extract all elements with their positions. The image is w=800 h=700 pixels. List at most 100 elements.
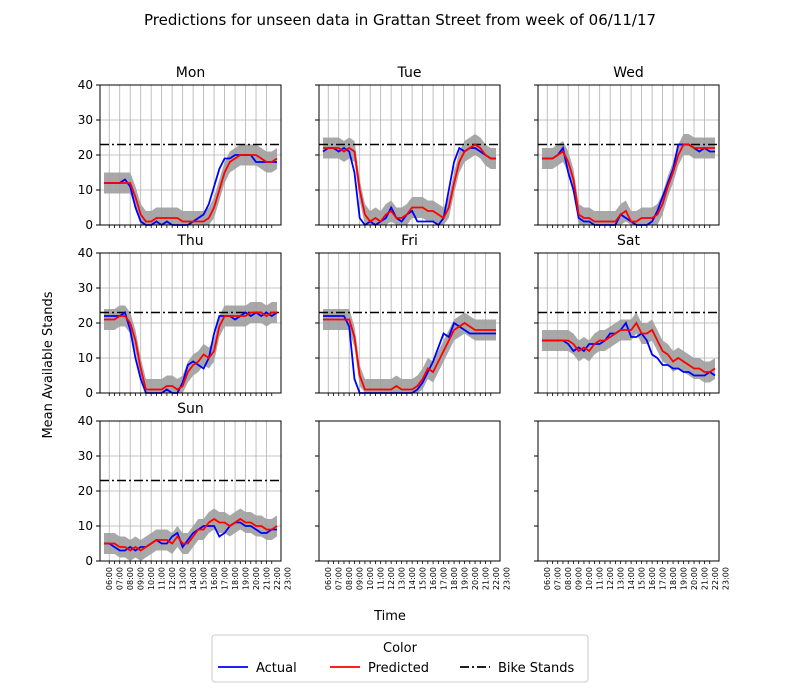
legend-title: Color (383, 641, 418, 656)
x-tick-label: 10:00 (147, 567, 156, 590)
y-tick-label: 10 (78, 183, 93, 197)
prediction-band (323, 309, 496, 393)
x-tick-label: 08:00 (345, 567, 354, 590)
x-tick-label: 07:00 (554, 567, 563, 590)
panel-title: Tue (397, 65, 422, 81)
x-tick-label: 18:00 (669, 567, 678, 590)
y-tick-label: 40 (78, 414, 93, 428)
predicted-line (104, 311, 277, 391)
prediction-band (104, 302, 277, 393)
x-tick-label: 08:00 (126, 567, 135, 590)
panel: Mon 0 10 20 30 40 (78, 65, 282, 232)
x-tick-label: 16:00 (648, 567, 657, 590)
x-tick-label: 13:00 (398, 567, 407, 590)
x-tick-label: 13:00 (179, 567, 188, 590)
y-tick-label: 0 (85, 554, 93, 568)
panel: 06:00 07:00 08:00 09:00 10:00 11:00 12:00 13:00… (315, 420, 511, 590)
x-tick-label: 12:00 (606, 567, 615, 590)
y-tick-label: 0 (85, 386, 93, 400)
x-tick-label: 22:00 (492, 567, 501, 590)
predicted-line (542, 143, 715, 223)
panel-title: Thu (176, 233, 203, 249)
x-tick-label: 16:00 (210, 567, 219, 590)
y-tick-label: 10 (78, 351, 93, 365)
x-tick-label: 07:00 (116, 567, 125, 590)
x-tick-label: 20:00 (690, 567, 699, 590)
chart-title: Predictions for unseen data in Grattan S… (144, 11, 656, 29)
predicted-line (104, 517, 278, 552)
x-tick-label: 19:00 (242, 567, 251, 590)
panel: 06:00 07:00 08:00 09:00 10:00 11:00 12:00 13:00… (534, 420, 730, 590)
x-tick-label: 06:00 (543, 567, 552, 590)
x-tick-label: 22:00 (711, 567, 720, 590)
x-tick-label: 22:00 (273, 567, 282, 590)
y-tick-label: 20 (78, 316, 93, 330)
y-tick-label: 30 (78, 449, 93, 463)
x-tick-label: 06:00 (105, 567, 114, 590)
x-tick-label: 09:00 (137, 567, 146, 590)
prediction-band (104, 144, 277, 225)
panel-grid: Mon 0 10 20 30 40 Tue Wed Thu 0 10 20 30 40 Fri Sat Sun 0… (78, 65, 731, 590)
x-tick-label: 21:00 (701, 567, 710, 590)
legend-label: Actual (256, 661, 297, 676)
prediction-band (542, 312, 715, 383)
y-tick-label: 30 (78, 281, 93, 295)
legend-label: Bike Stands (498, 661, 575, 676)
panel: Sat (534, 233, 720, 396)
x-tick-label: 23:00 (721, 567, 730, 590)
x-tick-label: 12:00 (387, 567, 396, 590)
x-tick-label: 14:00 (627, 567, 636, 590)
x-tick-label: 14:00 (189, 567, 198, 590)
x-tick-label: 21:00 (482, 567, 491, 590)
x-tick-label: 15:00 (419, 567, 428, 590)
legend-entry: Bike Stands (460, 661, 575, 676)
panel-title: Fri (401, 233, 418, 249)
x-tick-label: 16:00 (429, 567, 438, 590)
x-tick-label: 09:00 (356, 567, 365, 590)
legend: Color Actual Predicted Bike Stands (211, 634, 589, 683)
x-axis-label: Time (373, 609, 406, 624)
y-tick-label: 20 (78, 148, 93, 162)
x-tick-label: 18:00 (450, 567, 459, 590)
x-tick-label: 11:00 (596, 567, 605, 590)
x-tick-label: 10:00 (366, 567, 375, 590)
x-tick-label: 17:00 (221, 567, 230, 590)
panel-title: Mon (176, 65, 206, 81)
x-tick-label: 08:00 (564, 567, 573, 590)
predicted-line (542, 321, 716, 373)
y-tick-label: 20 (78, 484, 93, 498)
y-tick-label: 40 (78, 78, 93, 92)
prediction-band (104, 508, 277, 561)
x-tick-label: 06:00 (324, 567, 333, 590)
x-tick-label: 17:00 (440, 567, 449, 590)
x-tick-label: 07:00 (335, 567, 344, 590)
x-tick-label: 15:00 (200, 567, 209, 590)
x-tick-label: 20:00 (471, 567, 480, 590)
x-tick-label: 13:00 (617, 567, 626, 590)
panel-frame (537, 420, 720, 562)
x-tick-label: 21:00 (263, 567, 272, 590)
x-tick-label: 17:00 (659, 567, 668, 590)
x-tick-label: 11:00 (158, 567, 167, 590)
legend-box (211, 634, 589, 683)
legend-entry: Predicted (330, 661, 429, 676)
legend-entry: Actual (218, 661, 297, 676)
prediction-band (542, 134, 715, 225)
y-tick-label: 30 (78, 113, 93, 127)
x-tick-label: 19:00 (461, 567, 470, 590)
predicted-line (104, 154, 278, 223)
x-tick-label: 23:00 (283, 567, 292, 590)
panel: Sun 0 10 20 30 40 06:00 07:00 08:00 09:00 10:00 11:… (78, 401, 293, 590)
predicted-line (323, 318, 496, 391)
panel: Fri (315, 233, 501, 396)
panel-title: Sat (617, 233, 640, 249)
x-tick-label: 18:00 (231, 567, 240, 590)
x-tick-label: 20:00 (252, 567, 261, 590)
x-tick-label: 09:00 (575, 567, 584, 590)
x-tick-label: 19:00 (680, 567, 689, 590)
panel: Thu 0 10 20 30 40 (78, 233, 282, 400)
x-tick-label: 15:00 (638, 567, 647, 590)
legend-label: Predicted (368, 661, 429, 676)
panel-title: Sun (177, 401, 204, 417)
